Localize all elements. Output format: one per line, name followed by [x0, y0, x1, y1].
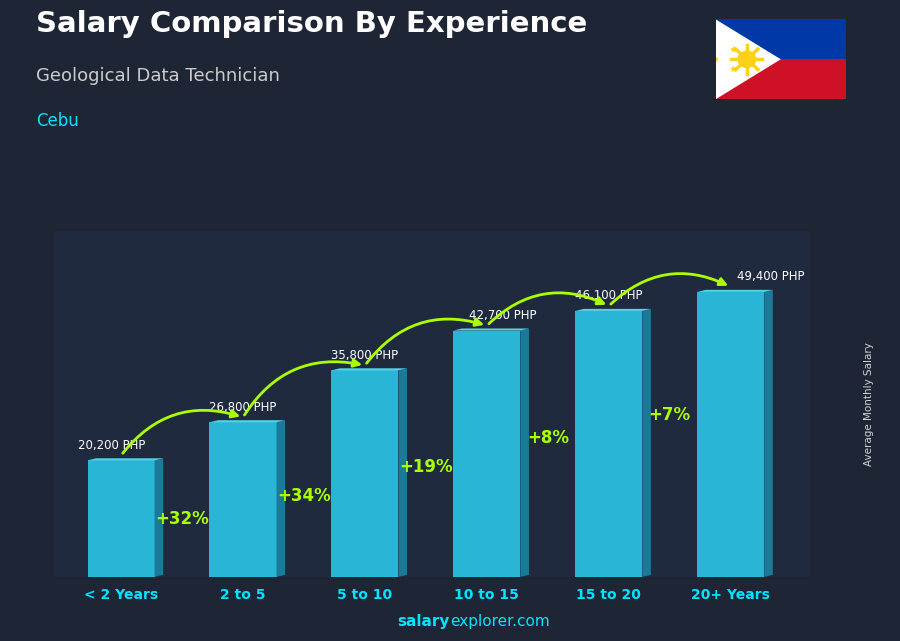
Polygon shape [716, 19, 781, 99]
Polygon shape [276, 420, 285, 577]
FancyBboxPatch shape [454, 331, 520, 577]
Text: +34%: +34% [277, 487, 331, 505]
Polygon shape [712, 56, 719, 62]
FancyBboxPatch shape [331, 370, 399, 577]
FancyBboxPatch shape [87, 460, 155, 577]
Text: 20,200 PHP: 20,200 PHP [78, 438, 146, 452]
Polygon shape [575, 309, 651, 311]
FancyBboxPatch shape [698, 292, 764, 577]
Circle shape [737, 51, 756, 68]
Polygon shape [764, 290, 773, 577]
FancyBboxPatch shape [210, 422, 276, 577]
Text: Geological Data Technician: Geological Data Technician [36, 67, 280, 85]
Polygon shape [331, 369, 407, 370]
FancyBboxPatch shape [575, 311, 643, 577]
Text: 35,800 PHP: 35,800 PHP [331, 349, 398, 362]
Text: +8%: +8% [526, 429, 569, 447]
Polygon shape [698, 290, 773, 292]
Polygon shape [155, 458, 163, 577]
FancyBboxPatch shape [54, 231, 810, 577]
Text: 49,400 PHP: 49,400 PHP [737, 271, 805, 283]
Polygon shape [210, 420, 285, 422]
Polygon shape [454, 328, 529, 331]
Polygon shape [730, 65, 737, 72]
Polygon shape [87, 458, 163, 460]
Text: Average Monthly Salary: Average Monthly Salary [863, 342, 874, 466]
Text: Cebu: Cebu [36, 112, 79, 130]
Polygon shape [716, 19, 846, 99]
Polygon shape [716, 19, 846, 60]
Text: 26,800 PHP: 26,800 PHP [209, 401, 276, 413]
Text: salary: salary [398, 615, 450, 629]
Text: 42,700 PHP: 42,700 PHP [469, 309, 536, 322]
Text: explorer.com: explorer.com [450, 615, 550, 629]
Polygon shape [520, 328, 529, 577]
Polygon shape [399, 369, 407, 577]
Text: 46,100 PHP: 46,100 PHP [575, 289, 643, 303]
Text: +19%: +19% [399, 458, 453, 476]
Text: Salary Comparison By Experience: Salary Comparison By Experience [36, 10, 587, 38]
Text: +7%: +7% [649, 406, 691, 424]
Polygon shape [730, 46, 737, 53]
Text: +32%: +32% [155, 510, 209, 528]
Polygon shape [643, 309, 651, 577]
Polygon shape [716, 60, 846, 99]
